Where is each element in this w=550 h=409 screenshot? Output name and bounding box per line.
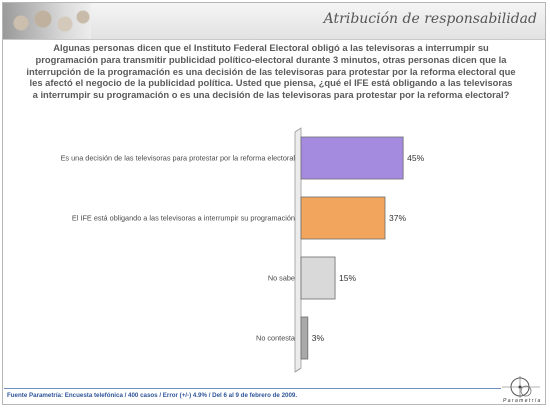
header-photo (3, 3, 91, 39)
footer-divider (4, 388, 501, 389)
survey-question: Algunas personas dicen que el Instituto … (26, 42, 516, 101)
category-label: Es una decisión de las televisoras para … (61, 154, 296, 163)
bar-2 (300, 196, 386, 240)
category-label: El IFE está obligando a las televisoras … (72, 214, 295, 223)
bar-3 (300, 256, 336, 300)
slide-frame: Atribución de responsabilidad (2, 2, 546, 405)
category-label: No sabe (268, 274, 295, 283)
page-title: Atribución de responsabilidad (323, 11, 537, 27)
bar-4 (300, 316, 309, 360)
bar-1 (300, 136, 404, 180)
value-label: 15% (339, 273, 356, 283)
value-label: 37% (389, 213, 406, 223)
value-label: 3% (312, 333, 325, 343)
axis-wall (294, 127, 302, 373)
header-bar: Atribución de responsabilidad (3, 3, 545, 40)
axis-base (294, 367, 302, 373)
parametria-logo-icon (502, 376, 540, 398)
category-label: No contesta (256, 334, 296, 343)
footer-source: Fuente Parametría: Encuesta telefónica /… (7, 392, 298, 399)
value-label: 45% (407, 153, 424, 163)
logo-text: Parametría (503, 398, 542, 404)
